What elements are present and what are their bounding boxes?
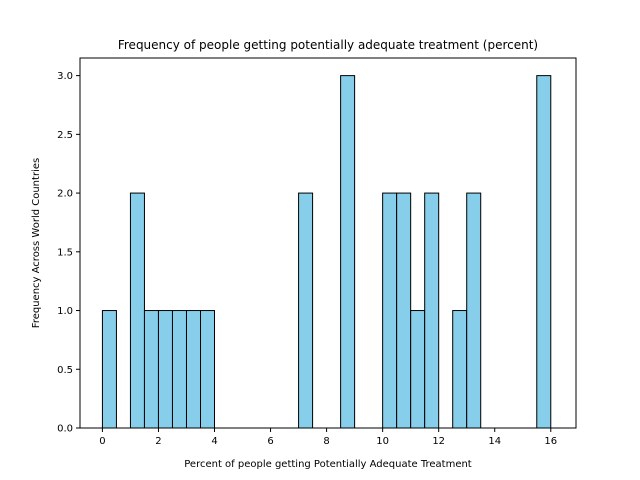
histogram-bar-14: [466, 192, 482, 429]
histogram-bar-10: [396, 192, 412, 429]
y-tick-label: 3.0: [57, 71, 73, 82]
y-axis: 0.0 0.5 1.0 1.5 2.0 2.5 3.0: [57, 71, 80, 435]
x-tick-label: 4: [211, 436, 217, 447]
histogram-bar-4: [171, 310, 187, 429]
x-axis-label: Percent of people getting Potentially Ad…: [184, 459, 472, 470]
histogram-bar-5: [185, 310, 202, 429]
bars-group: [101, 75, 552, 429]
y-tick-label: 0.5: [57, 365, 73, 376]
histogram-bar-3: [157, 310, 173, 429]
histogram-bar-12: [424, 192, 440, 429]
y-tick-label: 0.0: [57, 424, 73, 435]
histogram-bar-11: [410, 310, 426, 429]
histogram-bar-8: [340, 75, 356, 429]
y-tick-label: 1.0: [57, 306, 73, 317]
x-tick-label: 8: [323, 436, 329, 447]
y-axis-label: Frequency Across World Countries: [31, 158, 42, 328]
histogram-bar-13: [452, 310, 468, 429]
y-tick-label: 2.5: [57, 130, 73, 141]
histogram-bar-0: [101, 310, 117, 429]
x-tick-label: 14: [488, 436, 501, 447]
x-tick-label: 6: [267, 436, 273, 447]
histogram-bar-1: [129, 192, 145, 429]
plot-frame: [79, 57, 577, 429]
histogram-bar-2: [143, 310, 159, 429]
x-tick-label: 16: [544, 436, 557, 447]
x-tick-label: 10: [376, 436, 389, 447]
x-tick-label: 12: [432, 436, 445, 447]
histogram-bar-6: [200, 310, 216, 429]
x-tick-label: 2: [155, 436, 161, 447]
histogram-bar-15: [536, 75, 552, 429]
x-tick-label: 0: [99, 436, 105, 447]
y-tick-label: 1.5: [57, 247, 73, 258]
y-tick-label: 2.0: [57, 189, 73, 200]
x-axis: 0 2 4 6 8 10 12 14 16: [99, 428, 557, 447]
histogram-bar-7: [298, 192, 314, 429]
histogram-bar-9: [382, 192, 398, 429]
chart-title: Frequency of people getting potentially …: [118, 38, 538, 52]
